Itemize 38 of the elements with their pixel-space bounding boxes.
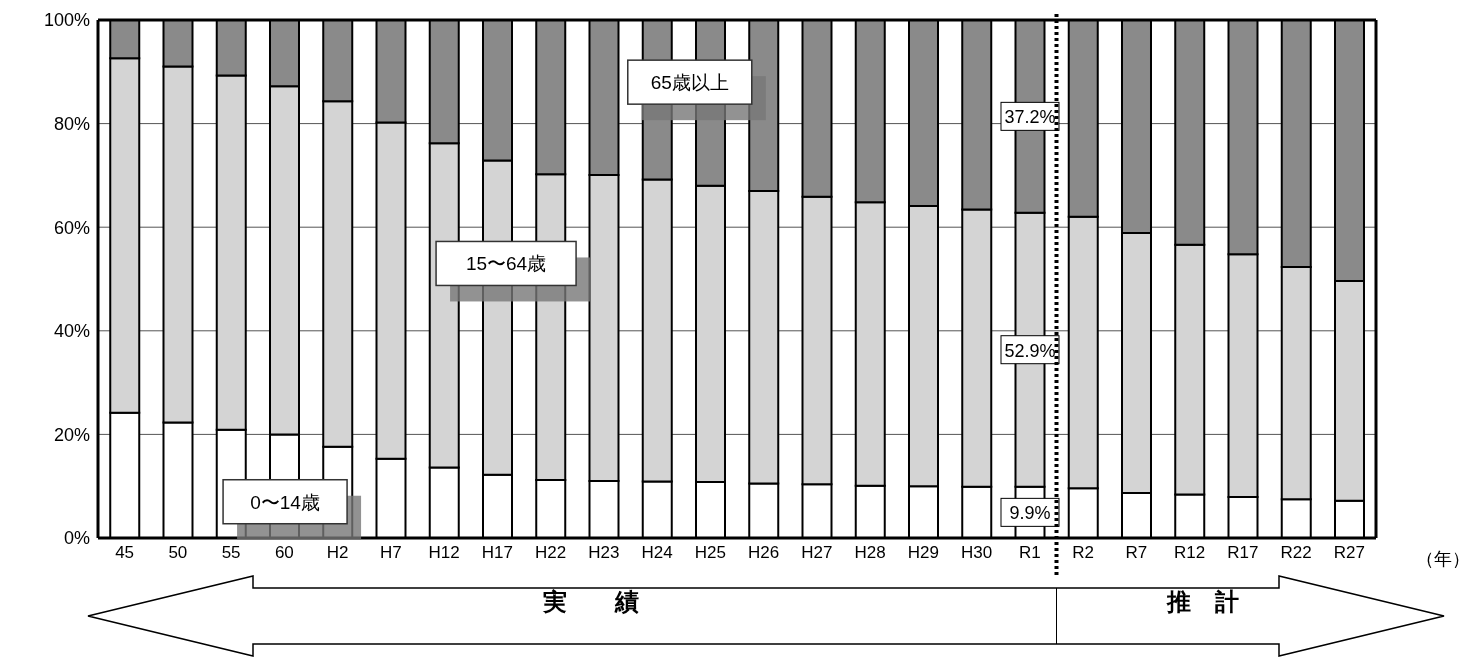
series-label: 0〜14歳 bbox=[250, 491, 320, 513]
x-tick-label: 60 bbox=[274, 543, 294, 563]
text: 実 績 bbox=[541, 588, 639, 615]
x-tick-label: R12 bbox=[1174, 543, 1206, 563]
x-tick-label: R27 bbox=[1333, 543, 1365, 563]
x-tick-label: H26 bbox=[748, 543, 780, 563]
x-tick-label: H29 bbox=[907, 543, 939, 563]
y-tick-label: 100% bbox=[43, 10, 90, 31]
data-label: 52.9% bbox=[1004, 340, 1056, 361]
x-tick-label: R7 bbox=[1125, 543, 1148, 563]
data-label: 37.2% bbox=[1004, 107, 1056, 128]
x-tick-label: R1 bbox=[1019, 543, 1041, 563]
x-tick-label: R2 bbox=[1072, 543, 1094, 563]
y-tick-label: 80% bbox=[53, 113, 90, 134]
x-tick-label: H2 bbox=[326, 543, 349, 563]
x-tick-label: H30 bbox=[961, 543, 993, 563]
x-tick-label: 45 bbox=[115, 543, 135, 563]
x-tick-label: 55 bbox=[221, 543, 241, 563]
x-tick-label: H22 bbox=[535, 543, 567, 563]
x-tick-label: H24 bbox=[641, 543, 673, 563]
x-tick-label: H12 bbox=[428, 543, 460, 563]
text: 推 計 bbox=[1165, 588, 1239, 615]
x-axis-title: （年） bbox=[1416, 549, 1470, 569]
series-label: 65歳以上 bbox=[650, 72, 729, 94]
x-tick-label: R22 bbox=[1280, 543, 1312, 563]
x-tick-label: H23 bbox=[588, 543, 620, 563]
y-tick-label: 40% bbox=[53, 321, 90, 342]
x-tick-label: R17 bbox=[1227, 543, 1259, 563]
x-tick-label: 50 bbox=[168, 543, 188, 563]
y-tick-label: 0% bbox=[63, 528, 90, 549]
x-tick-label: H28 bbox=[854, 543, 886, 563]
series-label: 15〜64歳 bbox=[465, 253, 547, 275]
y-tick-label: 20% bbox=[53, 424, 90, 445]
x-tick-label: H7 bbox=[380, 543, 402, 563]
y-tick-label: 60% bbox=[53, 217, 90, 238]
x-tick-label: H27 bbox=[801, 543, 833, 563]
x-tick-label: H25 bbox=[694, 543, 726, 563]
x-tick-label: H17 bbox=[481, 543, 513, 563]
